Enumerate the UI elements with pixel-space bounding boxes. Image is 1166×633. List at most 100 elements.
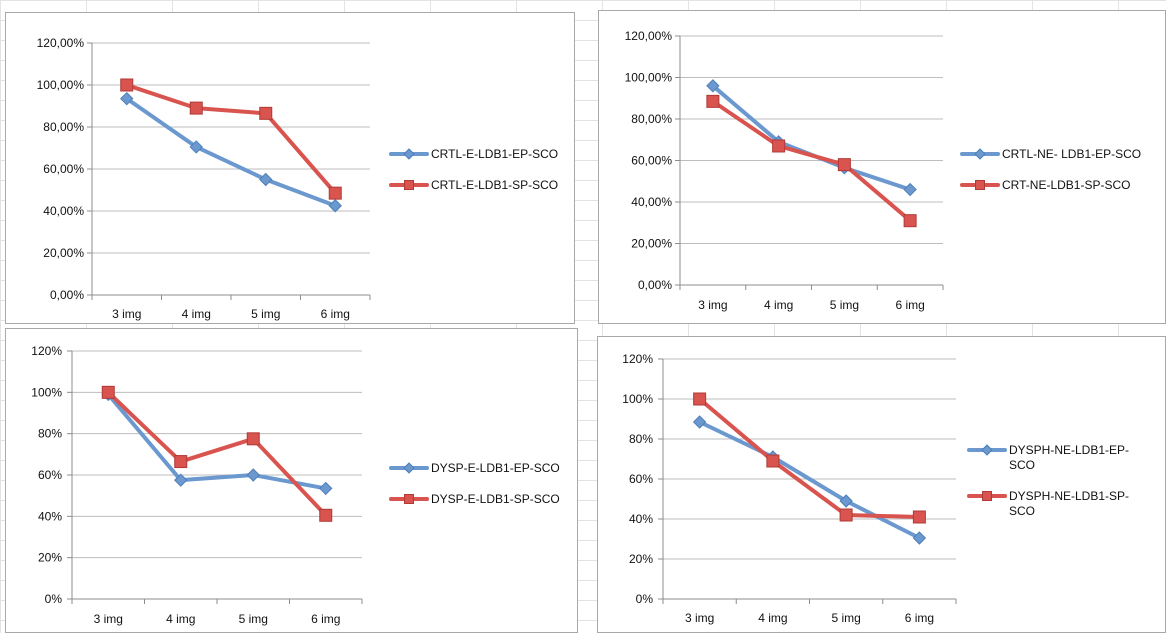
legend-square-marker-icon bbox=[967, 489, 1007, 503]
data-point-crt-ne-ldb1-sp-sco bbox=[837, 158, 851, 172]
y-tick-label: 0,00% bbox=[50, 288, 84, 302]
chart-dysp-e: 0% 20% 40% 60% 80% 100% 120% 3 img 4 img 5 img 6 i… bbox=[5, 328, 578, 633]
y-tick-label: 40% bbox=[38, 509, 62, 523]
legend-item: DYSP-E-LDB1-EP-SCO bbox=[389, 461, 569, 476]
data-point-dysph-ne-ldb1-sp-sco bbox=[912, 510, 926, 524]
y-tick-label: 120% bbox=[31, 344, 62, 358]
x-tick-label: 5 img bbox=[831, 611, 860, 625]
data-point-dysph-ne-ldb1-ep-sco bbox=[692, 415, 707, 429]
y-tick-label: 120% bbox=[622, 352, 653, 366]
x-tick-label: 4 img bbox=[764, 298, 793, 312]
data-point-dysp-e-ldb1-sp-sco bbox=[174, 455, 188, 469]
legend-item: CRT-NE-LDB1-SP-SCO bbox=[960, 178, 1160, 193]
y-tick-label: 60% bbox=[38, 468, 62, 482]
chart-dysp-e-legend: DYSP-E-LDB1-EP-SCO DYSP-E-LDB1-SP-SCO bbox=[389, 461, 569, 523]
data-point-dysp-e-ldb1-sp-sco bbox=[246, 432, 260, 446]
legend-item: DYSPH-NE-LDB1-SP- SCO bbox=[967, 489, 1157, 519]
x-tick-label: 5 img bbox=[251, 307, 280, 321]
x-tick-label: 5 img bbox=[830, 298, 859, 312]
data-point-dysp-e-ldb1-ep-sco bbox=[246, 468, 260, 482]
data-point-crtl-ne-ldb1-ep-sco bbox=[706, 79, 720, 93]
y-tick-label: 60,00% bbox=[43, 162, 84, 176]
legend-diamond-marker-icon bbox=[960, 147, 1000, 161]
x-tick-label: 3 img bbox=[94, 612, 123, 626]
y-tick-label: 60,00% bbox=[631, 154, 672, 168]
legend-label: DYSP-E-LDB1-EP-SCO bbox=[431, 461, 560, 475]
legend-item: DYSPH-NE-LDB1-EP- SCO bbox=[967, 443, 1157, 473]
legend-square-marker-icon bbox=[960, 178, 1000, 192]
y-tick-label: 100,00% bbox=[625, 71, 673, 85]
y-tick-label: 120,00% bbox=[625, 29, 673, 43]
data-point-crt-ne-ldb1-sp-sco bbox=[903, 214, 917, 228]
x-tick-label: 3 img bbox=[685, 611, 714, 625]
legend-diamond-marker-icon bbox=[389, 461, 429, 475]
series-line-dysph-ne-ldb1-sp-sco bbox=[697, 397, 922, 519]
chart-dysp-e-plot: 0% 20% 40% 60% 80% 100% 120% 3 img 4 img 5 img 6 i… bbox=[31, 344, 363, 626]
y-tick-label: 40,00% bbox=[631, 195, 672, 209]
data-point-dysp-e-ldb1-sp-sco bbox=[319, 508, 333, 522]
legend-item: CRTL-E-LDB1-SP-SCO bbox=[389, 178, 569, 193]
legend-square-marker-icon bbox=[389, 492, 429, 506]
legend-label: DYSPH-NE-LDB1-SP- SCO bbox=[1009, 489, 1130, 518]
data-point-dysp-e-ldb1-ep-sco bbox=[174, 473, 188, 487]
y-tick-label: 80,00% bbox=[43, 120, 84, 134]
y-tick-label: 80,00% bbox=[631, 112, 672, 126]
legend-label: CRT-NE-LDB1-SP-SCO bbox=[1002, 178, 1131, 192]
data-point-crtl-e-ldb1-ep-sco bbox=[120, 91, 134, 106]
series-line-dysp-e-ldb1-ep-sco bbox=[106, 392, 328, 491]
legend-square-marker-icon bbox=[389, 178, 429, 192]
chart-dysph-ne: 0% 20% 40% 60% 80% 100% 120% 3 img 4 img 5 img 6 i… bbox=[597, 336, 1166, 633]
data-point-dysph-ne-ldb1-ep-sco bbox=[839, 494, 853, 508]
y-tick-label: 0% bbox=[45, 592, 63, 606]
x-tick-label: 3 img bbox=[698, 298, 727, 312]
data-point-dysph-ne-ldb1-ep-sco bbox=[912, 531, 927, 545]
y-tick-label: 80% bbox=[38, 427, 62, 441]
y-tick-label: 20% bbox=[38, 551, 62, 565]
y-tick-label: 60% bbox=[629, 472, 653, 486]
y-tick-label: 20,00% bbox=[43, 246, 84, 260]
data-point-dysp-e-ldb1-sp-sco bbox=[101, 385, 115, 399]
chart-crtl-e-legend: CRTL-E-LDB1-EP-SCO CRTL-E-LDB1-SP-SCO bbox=[389, 147, 569, 209]
legend-item: CRTL-NE- LDB1-EP-SCO bbox=[960, 147, 1160, 162]
y-tick-label: 20,00% bbox=[631, 237, 672, 251]
x-tick-label: 5 img bbox=[239, 612, 268, 626]
y-tick-label: 120,00% bbox=[37, 36, 85, 50]
y-tick-label: 100% bbox=[31, 385, 62, 399]
legend-diamond-marker-icon bbox=[967, 443, 1007, 457]
x-tick-label: 4 img bbox=[182, 307, 211, 321]
data-point-dysph-ne-ldb1-sp-sco bbox=[693, 392, 707, 406]
y-tick-label: 0,00% bbox=[638, 278, 672, 292]
legend-label: DYSP-E-LDB1-SP-SCO bbox=[431, 492, 560, 506]
data-point-dysph-ne-ldb1-sp-sco bbox=[766, 454, 780, 468]
y-tick-label: 40,00% bbox=[43, 204, 84, 218]
series-line-dysph-ne-ldb1-ep-sco bbox=[697, 420, 922, 540]
legend-item: CRTL-E-LDB1-EP-SCO bbox=[389, 147, 569, 162]
chart-crtl-e: 0,00% 20,00% 40,00% 60,00% 80,00% 100,00% 120,… bbox=[5, 12, 575, 324]
y-tick-label: 80% bbox=[629, 432, 653, 446]
series-line-crtl-e-ldb1-sp-sco bbox=[124, 83, 338, 196]
legend-label: CRTL-NE- LDB1-EP-SCO bbox=[1002, 147, 1142, 161]
series-line-crtl-ne-ldb1-ep-sco bbox=[710, 83, 913, 192]
data-point-crt-ne-ldb1-sp-sco bbox=[772, 139, 786, 153]
y-tick-label: 0% bbox=[636, 592, 654, 606]
chart-crtl-ne: 0,00% 20,00% 40,00% 60,00% 80,00% 100,00% 120,… bbox=[598, 10, 1166, 324]
y-tick-label: 100% bbox=[622, 392, 653, 406]
series-line-crt-ne-ldb1-sp-sco bbox=[710, 99, 913, 223]
data-point-crtl-e-ldb1-ep-sco bbox=[259, 172, 273, 187]
chart-dysph-ne-legend: DYSPH-NE-LDB1-EP- SCO DYSPH-NE-LDB1-SP- SCO bbox=[967, 443, 1157, 535]
y-tick-label: 100,00% bbox=[37, 78, 85, 92]
chart-dysph-ne-plot: 0% 20% 40% 60% 80% 100% 120% 3 img 4 img 5 img 6 i… bbox=[622, 352, 957, 625]
data-point-crtl-ne-ldb1-ep-sco bbox=[903, 182, 917, 197]
x-tick-label: 6 img bbox=[905, 611, 934, 625]
x-tick-label: 6 img bbox=[895, 298, 924, 312]
y-tick-label: 40% bbox=[629, 512, 653, 526]
chart-crtl-ne-legend: CRTL-NE- LDB1-EP-SCO CRT-NE-LDB1-SP-SCO bbox=[960, 147, 1160, 209]
legend-item: DYSP-E-LDB1-SP-SCO bbox=[389, 492, 569, 507]
legend-label: CRTL-E-LDB1-SP-SCO bbox=[431, 178, 559, 192]
data-point-crtl-e-ldb1-sp-sco bbox=[120, 78, 134, 92]
data-point-crtl-e-ldb1-ep-sco bbox=[189, 140, 203, 154]
chart-crtl-e-plot: 0,00% 20,00% 40,00% 60,00% 80,00% 100,00% 120,… bbox=[37, 36, 371, 321]
chart-crtl-ne-plot: 0,00% 20,00% 40,00% 60,00% 80,00% 100,00% 120,… bbox=[625, 29, 944, 312]
y-tick-label: 20% bbox=[629, 552, 653, 566]
x-tick-label: 6 img bbox=[311, 612, 340, 626]
